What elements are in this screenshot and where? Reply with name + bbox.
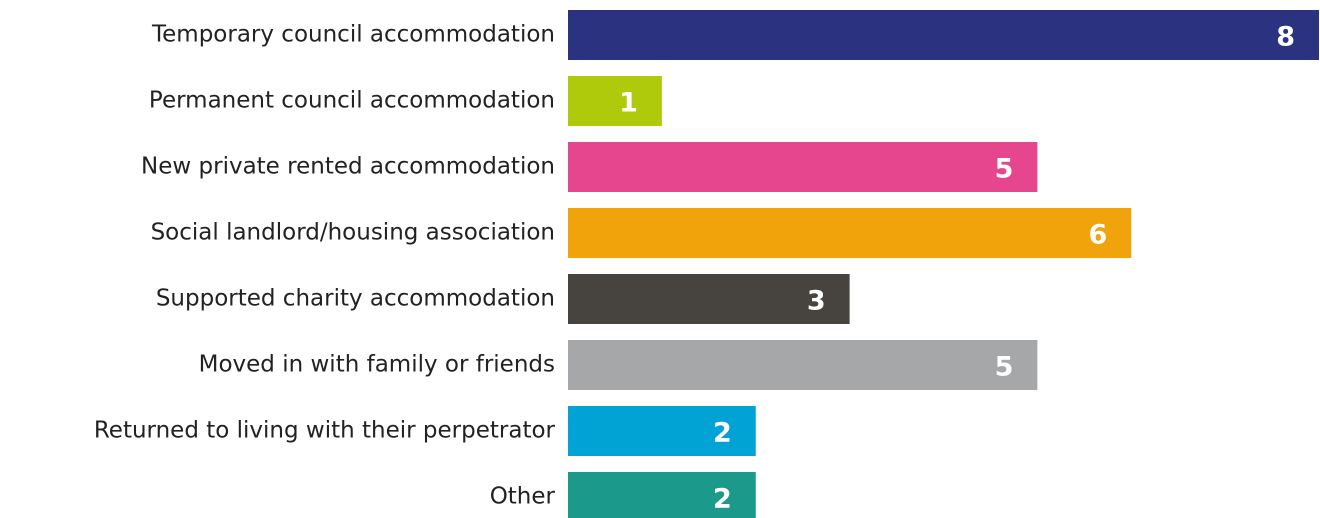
bar [568, 142, 1038, 192]
category-label: Temporary council accommodation [151, 22, 555, 48]
category-label: Moved in with family or friends [199, 352, 555, 378]
bar [568, 76, 662, 126]
category-label: Other [490, 484, 556, 510]
value-label: 5 [995, 154, 1014, 185]
bar [568, 274, 850, 324]
category-label: Permanent council accommodation [149, 88, 555, 114]
bar [568, 472, 756, 518]
value-label: 8 [1276, 22, 1295, 53]
category-label: Social landlord/housing association [151, 220, 555, 246]
bar [568, 208, 1132, 258]
value-label: 1 [619, 88, 638, 119]
bar [568, 10, 1319, 60]
bar [568, 406, 756, 456]
value-label: 2 [713, 418, 732, 449]
value-label: 2 [713, 484, 732, 515]
category-label: Returned to living with their perpetrato… [94, 418, 556, 444]
bar [568, 340, 1038, 390]
value-label: 6 [1088, 220, 1107, 251]
category-label: Supported charity accommodation [156, 286, 555, 312]
value-label: 5 [995, 352, 1014, 383]
value-label: 3 [807, 286, 826, 317]
category-label: New private rented accommodation [141, 154, 555, 180]
